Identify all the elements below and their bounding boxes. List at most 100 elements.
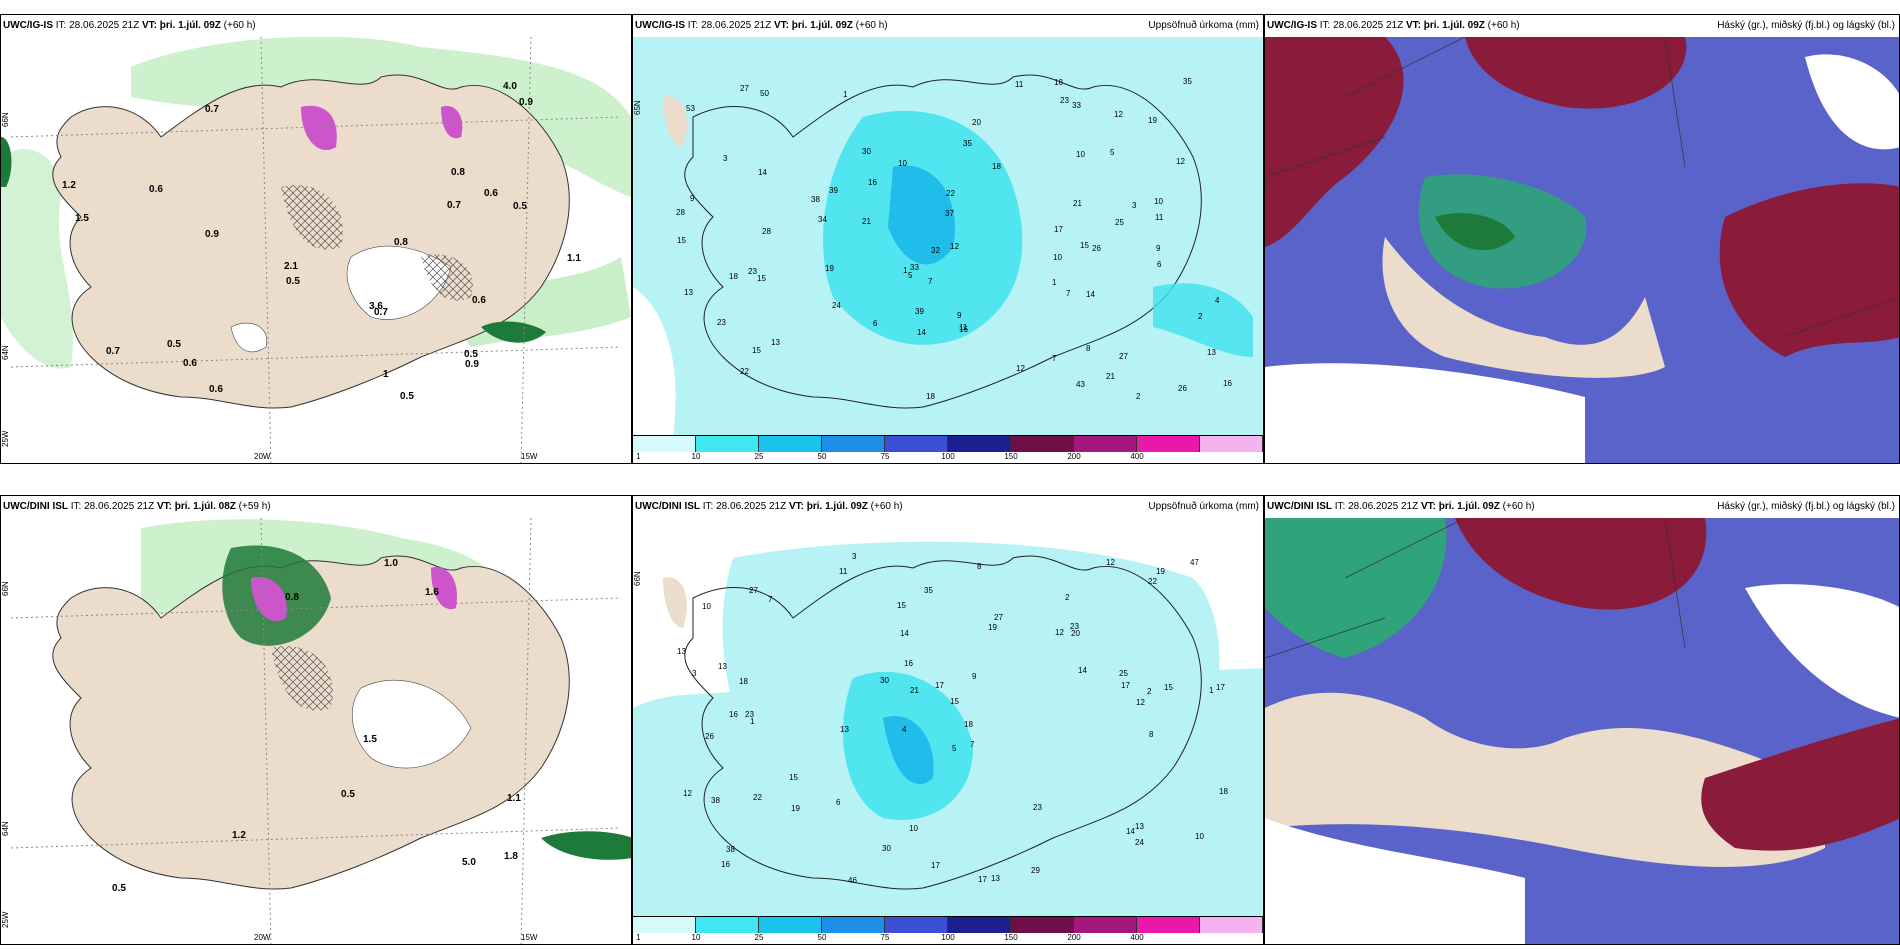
colorbar-label: 50 bbox=[818, 933, 827, 942]
lat-label: 25W bbox=[1, 912, 10, 928]
precip-values: 1 4 3 2 7 5 10 22 13 21 15 10 13 14 24 26 19 18 12 10 7 15 21 2… bbox=[633, 37, 1264, 437]
colorbar-label: 25 bbox=[755, 452, 764, 461]
value-label: 38 bbox=[726, 845, 735, 854]
colorbar-swatch bbox=[1074, 917, 1137, 933]
colorbar-label: 75 bbox=[881, 933, 890, 942]
value-label: 8 bbox=[1086, 344, 1090, 353]
value-label: 7 bbox=[970, 740, 974, 749]
value-label: 13 bbox=[1135, 822, 1144, 831]
value-label: 3 bbox=[852, 552, 856, 561]
value-label: 19 bbox=[825, 264, 834, 273]
value-label: 15 bbox=[1164, 683, 1173, 692]
value-label: 18 bbox=[729, 272, 738, 281]
cloud-map bbox=[1265, 37, 1900, 464]
colorbar-swatch bbox=[822, 436, 885, 452]
value-label: 28 bbox=[762, 227, 771, 236]
value-label: 53 bbox=[686, 104, 695, 113]
value-label: 19 bbox=[988, 623, 997, 632]
colorbar-label: 200 bbox=[1067, 452, 1080, 461]
value-label: 27 bbox=[994, 613, 1003, 622]
lat-label: 65N bbox=[633, 100, 642, 115]
value-label: 0.8 bbox=[285, 592, 299, 603]
value-label: 26 bbox=[1092, 244, 1101, 253]
value-label: 9 bbox=[972, 672, 976, 681]
lat-label: 64N bbox=[1, 821, 10, 836]
lat-label: 64N bbox=[1, 345, 10, 360]
value-label: 39 bbox=[829, 186, 838, 195]
value-label: 1.0 bbox=[384, 558, 398, 569]
value-label: 50 bbox=[760, 89, 769, 98]
colorbar-swatch bbox=[948, 917, 1011, 933]
value-label: 1.5 bbox=[363, 734, 377, 745]
value-label: 5 bbox=[908, 271, 912, 280]
value-label: 3 bbox=[692, 669, 696, 678]
value-label: 1 bbox=[1052, 278, 1056, 287]
value-label: 17 bbox=[1054, 225, 1063, 234]
value-label: 2 bbox=[1136, 392, 1140, 401]
colorbar-swatch bbox=[759, 917, 822, 933]
value-label: 34 bbox=[818, 215, 827, 224]
value-label: 7 bbox=[1066, 289, 1070, 298]
value-label: 10 bbox=[1195, 832, 1204, 841]
colorbar-swatch bbox=[696, 917, 759, 933]
value-label: 19 bbox=[791, 804, 800, 813]
colorbar-label: 100 bbox=[941, 452, 954, 461]
value-label: 35 bbox=[924, 586, 933, 595]
colorbar-label: 150 bbox=[1004, 933, 1017, 942]
value-label: 16 bbox=[868, 178, 877, 187]
value-label: 46 bbox=[848, 876, 857, 885]
value-label: 27 bbox=[749, 586, 758, 595]
panel-title: Uppsöfnuð úrkoma (mm) bbox=[1148, 496, 1259, 518]
value-label: 10 bbox=[898, 159, 907, 168]
value-label: 15 bbox=[752, 346, 761, 355]
value-label: 14 bbox=[758, 168, 767, 177]
value-label: 18 bbox=[739, 677, 748, 686]
value-label: 16 bbox=[729, 710, 738, 719]
panel-header: UWC/DINI ISL IT: 28.06.2025 21Z VT: þri.… bbox=[633, 496, 1263, 518]
panel-header: UWC/DINI ISL IT: 28.06.2025 21Z VT: þri.… bbox=[1, 496, 631, 518]
value-label: 22 bbox=[753, 793, 762, 802]
colorbar-swatch bbox=[822, 917, 885, 933]
lat-label: 66N bbox=[1, 112, 10, 127]
value-label: 1.2 bbox=[62, 180, 76, 191]
value-label: 23 bbox=[1060, 96, 1069, 105]
precip-colorbar: 1 10 25 50 75 100 150 200 400 bbox=[633, 435, 1263, 463]
value-label: 20 bbox=[972, 118, 981, 127]
wind-panel-bottom: UWC/DINI ISL IT: 28.06.2025 21Z VT: þri.… bbox=[0, 495, 632, 945]
colorbar-label: 400 bbox=[1130, 933, 1143, 942]
value-label: 47 bbox=[1190, 558, 1199, 567]
value-label: 1 bbox=[903, 266, 907, 275]
colorbar-label: 1 bbox=[636, 933, 640, 942]
colorbar-swatch bbox=[885, 436, 948, 452]
value-label: 30 bbox=[880, 676, 889, 685]
value-label: 5.0 bbox=[462, 857, 476, 868]
value-label: 10 bbox=[1053, 253, 1062, 262]
colorbar-swatch bbox=[885, 917, 948, 933]
value-label: 22 bbox=[740, 367, 749, 376]
value-label: 0.6 bbox=[472, 295, 486, 306]
value-label: 1.1 bbox=[507, 793, 521, 804]
colorbar-swatch bbox=[696, 436, 759, 452]
value-label: 10 bbox=[1076, 150, 1085, 159]
value-label: 25 bbox=[1115, 218, 1124, 227]
value-label: 5 bbox=[952, 744, 956, 753]
value-label: 43 bbox=[1076, 380, 1085, 389]
panel-title: Háský (gr.), miðský (fj.bl.) og lágský (… bbox=[1717, 496, 1895, 518]
value-label: 10 bbox=[702, 602, 711, 611]
value-label: 25 bbox=[1119, 669, 1128, 678]
value-label: 4.0 bbox=[503, 81, 517, 92]
value-label: 7 bbox=[1052, 354, 1056, 363]
value-label: 13 bbox=[718, 662, 727, 671]
value-label: 15 bbox=[1080, 241, 1089, 250]
value-label: 19 bbox=[1148, 116, 1157, 125]
cloud-map bbox=[1265, 518, 1900, 945]
value-label: 0.5 bbox=[286, 276, 300, 287]
value-label: 6 bbox=[873, 319, 877, 328]
value-label: 32 bbox=[931, 246, 940, 255]
wind-values: 0.5 0.7 0.5 0.6 0.6 1 1.1 0.9 0.5 0.6 0.7 1.2 2.1 3.6… bbox=[1, 37, 632, 464]
value-label: 29 bbox=[1031, 866, 1040, 875]
value-label: 35 bbox=[963, 139, 972, 148]
value-label: 13 bbox=[840, 725, 849, 734]
colorbar-swatch bbox=[633, 917, 696, 933]
value-label: 16 bbox=[904, 659, 913, 668]
